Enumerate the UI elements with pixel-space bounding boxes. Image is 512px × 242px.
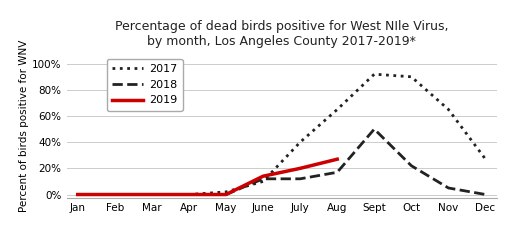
2017 bbox=[112, 193, 118, 196]
2019 bbox=[297, 167, 303, 170]
2017 bbox=[482, 158, 488, 161]
2018 bbox=[408, 164, 414, 167]
2018 bbox=[223, 193, 229, 196]
2018 bbox=[112, 193, 118, 196]
2017 bbox=[223, 190, 229, 193]
2017 bbox=[371, 73, 377, 76]
2019 bbox=[186, 193, 192, 196]
2018 bbox=[445, 187, 452, 189]
2017 bbox=[75, 193, 81, 196]
2018 bbox=[482, 193, 488, 196]
2017 bbox=[334, 108, 340, 111]
2018 bbox=[149, 193, 155, 196]
2019 bbox=[334, 158, 340, 161]
Y-axis label: Percent of birds positive for WNV: Percent of birds positive for WNV bbox=[19, 40, 29, 212]
2017 bbox=[297, 141, 303, 144]
2018 bbox=[297, 177, 303, 180]
2019 bbox=[149, 193, 155, 196]
Title: Percentage of dead birds positive for West NIle Virus,
by month, Los Angeles Cou: Percentage of dead birds positive for We… bbox=[115, 20, 449, 48]
Legend: 2017, 2018, 2019: 2017, 2018, 2019 bbox=[106, 59, 183, 111]
2018 bbox=[75, 193, 81, 196]
2018 bbox=[260, 177, 266, 180]
2017 bbox=[260, 180, 266, 183]
2019 bbox=[75, 193, 81, 196]
Line: 2019: 2019 bbox=[78, 159, 337, 195]
Line: 2018: 2018 bbox=[78, 129, 485, 195]
2017 bbox=[186, 193, 192, 196]
Line: 2017: 2017 bbox=[78, 74, 485, 195]
2018 bbox=[334, 171, 340, 174]
2019 bbox=[223, 193, 229, 196]
2017 bbox=[445, 108, 452, 111]
2018 bbox=[186, 193, 192, 196]
2018 bbox=[371, 128, 377, 131]
2017 bbox=[408, 75, 414, 78]
2019 bbox=[112, 193, 118, 196]
2017 bbox=[149, 193, 155, 196]
2019 bbox=[260, 175, 266, 178]
